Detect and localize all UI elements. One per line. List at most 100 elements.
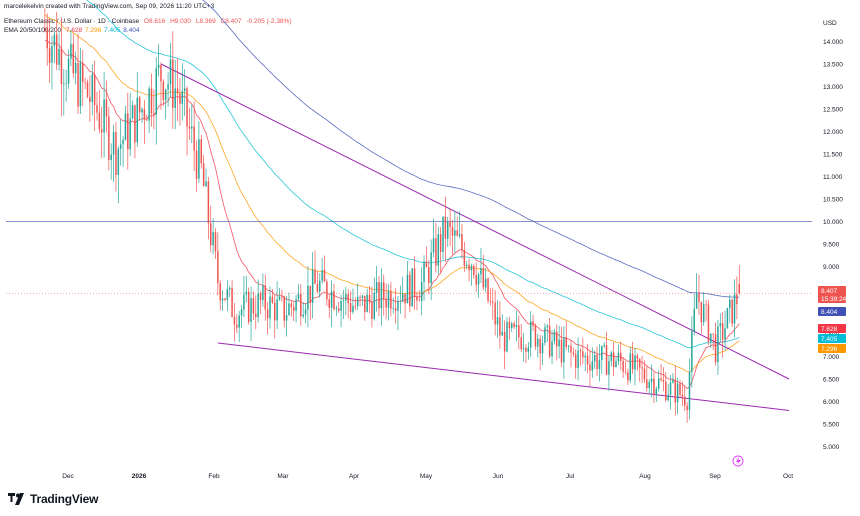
candle	[210, 205, 212, 253]
x-tick-label: Feb	[208, 473, 220, 480]
candle	[273, 295, 276, 339]
candle	[707, 300, 710, 345]
candle	[364, 295, 366, 321]
candle	[456, 216, 458, 237]
candle	[176, 58, 179, 122]
candle	[397, 295, 399, 331]
candle	[489, 287, 492, 306]
candle	[404, 293, 406, 319]
candle	[390, 281, 392, 317]
candle	[148, 85, 150, 134]
candle	[162, 79, 165, 107]
candle	[653, 372, 655, 403]
tradingview-logo-icon	[8, 493, 24, 505]
candle	[593, 350, 596, 369]
candle	[285, 295, 288, 337]
y-tick-label: 7.000	[823, 354, 840, 361]
candle	[70, 29, 72, 67]
x-tick-label: Dec	[62, 473, 74, 480]
candle	[63, 69, 65, 116]
candle	[146, 114, 148, 121]
ema50-tag[interactable]: 7.296	[818, 344, 846, 353]
ema100-line[interactable]	[45, 0, 740, 349]
candle	[558, 325, 560, 359]
candle	[717, 319, 719, 375]
ema200-tag[interactable]: 8.404	[818, 307, 846, 316]
candle	[155, 57, 157, 145]
descending-support-trendline[interactable]	[217, 342, 790, 411]
ohlc-change: -0.205 (-2.38%)	[246, 18, 292, 25]
candle	[729, 294, 731, 323]
candle	[482, 254, 485, 291]
candle	[333, 284, 335, 311]
candle	[143, 99, 146, 144]
candle	[413, 256, 416, 310]
ema20-tag[interactable]: 7.628	[818, 324, 846, 333]
candle	[361, 294, 364, 306]
candle	[127, 92, 129, 170]
ema50-line[interactable]	[44, 14, 740, 373]
candle	[250, 286, 252, 341]
candle	[622, 356, 624, 378]
candle	[693, 294, 695, 336]
candle	[470, 263, 473, 286]
candle	[373, 277, 376, 321]
candle	[77, 33, 79, 115]
candle	[323, 255, 326, 282]
created-by-line: marcelekelvin created with TradingView.c…	[4, 3, 215, 10]
ema-legend[interactable]: EMA 20/50/100/200 7.628 7.296 7.405 8.40…	[4, 26, 142, 35]
candle	[435, 223, 437, 273]
candle	[638, 357, 641, 382]
candle	[347, 289, 349, 319]
descending-resistance-trendline[interactable]	[160, 63, 790, 380]
candle	[627, 368, 629, 385]
candle	[394, 288, 397, 324]
candle	[513, 320, 515, 330]
candle	[522, 332, 525, 362]
candle	[603, 341, 605, 349]
ema200-line[interactable]	[45, 0, 740, 298]
candle	[546, 324, 549, 343]
candle	[200, 134, 203, 169]
x-tick-label: Mar	[277, 473, 289, 480]
candle	[79, 47, 82, 115]
candle	[252, 291, 255, 320]
candle	[119, 119, 122, 166]
ema20-legend-value: 7.628	[65, 27, 83, 34]
candle	[676, 377, 679, 415]
candle	[608, 356, 610, 391]
candle	[262, 273, 264, 307]
tradingview-footer[interactable]: TradingView	[8, 492, 98, 506]
candle	[736, 276, 738, 320]
candle	[335, 305, 338, 316]
candle	[269, 286, 271, 329]
candle	[534, 323, 537, 350]
candle	[733, 279, 736, 338]
candle	[473, 264, 475, 279]
candle	[141, 106, 143, 124]
candle	[515, 310, 518, 342]
candle	[302, 301, 304, 319]
candle	[186, 86, 188, 156]
candle	[430, 239, 432, 301]
candle	[345, 286, 347, 316]
candle	[198, 121, 200, 183]
ema100-tag[interactable]: 7.405	[818, 334, 846, 343]
candle	[572, 347, 575, 357]
candle	[643, 360, 646, 384]
candle	[738, 265, 741, 295]
ema20-line[interactable]	[44, 39, 740, 390]
candle	[629, 346, 631, 384]
candle	[295, 295, 297, 323]
candle	[487, 277, 489, 304]
symbol-line: Ethereum Classic / U.S. Dollar · 1D · Co…	[4, 17, 295, 26]
candle	[91, 64, 93, 116]
alert-bolt-icon[interactable]	[732, 455, 744, 467]
candle	[44, 8, 46, 33]
candle	[378, 276, 380, 317]
candle	[217, 232, 219, 296]
candle	[122, 136, 124, 168]
candle	[153, 89, 155, 130]
